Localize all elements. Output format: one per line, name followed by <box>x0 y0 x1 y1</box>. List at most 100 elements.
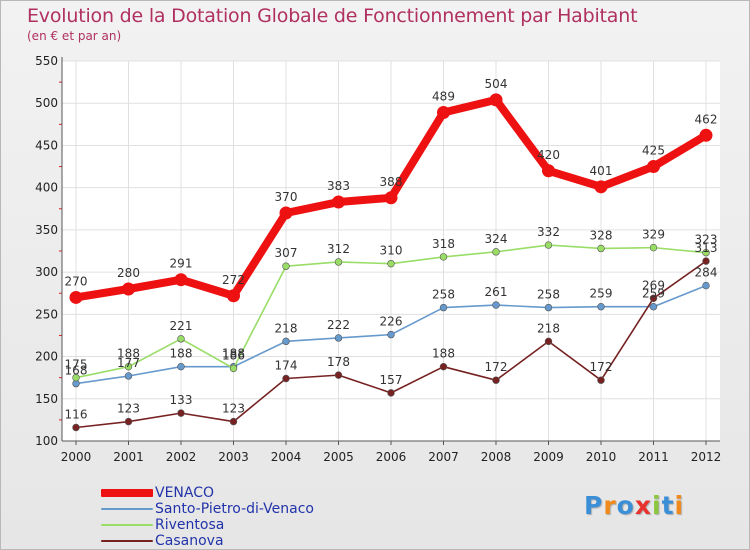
data-point-santo-pietro-di-venaco <box>334 334 343 342</box>
x-tick-label: 2011 <box>638 450 669 464</box>
data-point-venaco <box>174 273 188 287</box>
data-label-riventosa: 175 <box>65 358 88 372</box>
data-point-casanova <box>597 376 605 384</box>
data-point-venaco <box>279 206 293 220</box>
x-tick-label: 2002 <box>166 450 197 464</box>
data-label-casanova: 313 <box>695 241 718 255</box>
logo-letter: r <box>603 491 617 520</box>
axes: 100 150 200 250 300 350 400 450 500 550 2000 2001 20… <box>35 54 721 464</box>
y-tick-label: 300 <box>35 265 58 279</box>
data-point-casanova <box>334 371 343 379</box>
data-point-venaco <box>594 180 608 194</box>
data-point-santo-pietro-di-venaco <box>702 281 710 290</box>
data-label-venaco: 272 <box>222 273 245 287</box>
data-point-venaco <box>647 160 660 174</box>
legend-item-santo-pietro-di-venaco: Santo-Pietro-di-Venaco <box>101 501 314 517</box>
proxiti-logo: Proxiti <box>584 491 684 520</box>
data-label-riventosa: 307 <box>275 246 298 260</box>
data-label-venaco: 370 <box>275 190 298 204</box>
data-label-riventosa: 310 <box>380 244 403 258</box>
data-point-casanova <box>72 423 80 432</box>
data-point-venaco <box>489 93 503 107</box>
legend-item-casanova: Casanova <box>101 533 314 549</box>
x-tick-label: 2006 <box>376 450 407 464</box>
x-tick-label: 2001 <box>113 450 144 464</box>
x-tick-label: 2005 <box>323 450 354 464</box>
data-point-riventosa <box>492 248 500 256</box>
x-tick-label: 2009 <box>533 450 564 464</box>
data-point-riventosa <box>282 262 290 270</box>
data-point-riventosa <box>72 373 80 382</box>
data-label-santo-pietro-di-venaco: 188 <box>222 347 245 361</box>
data-point-riventosa <box>387 259 395 268</box>
legend-swatch <box>101 508 153 510</box>
x-tick-label: 2010 <box>586 450 617 464</box>
data-point-riventosa <box>597 244 605 253</box>
data-label-venaco: 291 <box>170 257 193 271</box>
data-label-casanova: 269 <box>642 278 665 292</box>
data-label-riventosa: 318 <box>432 237 455 251</box>
data-point-riventosa <box>649 243 658 252</box>
data-label-santo-pietro-di-venaco: 218 <box>275 321 298 335</box>
legend-item-riventosa: Riventosa <box>101 517 314 533</box>
data-point-venaco <box>384 191 398 205</box>
data-point-santo-pietro-di-venaco <box>387 330 395 339</box>
data-label-santo-pietro-di-venaco: 259 <box>590 287 613 301</box>
data-label-santo-pietro-di-venaco: 259 <box>642 287 665 301</box>
y-tick-label: 450 <box>35 138 58 152</box>
data-label-riventosa: 221 <box>170 319 193 333</box>
logo-letter: P <box>584 491 604 520</box>
data-label-venaco: 280 <box>117 266 140 280</box>
y-tick-label: 250 <box>35 307 58 321</box>
data-point-casanova <box>702 257 710 265</box>
logo-letter: i <box>652 491 662 520</box>
logo-letter: t <box>661 491 675 520</box>
legend-label: Riventosa <box>155 517 225 533</box>
y-tick-label: 550 <box>35 54 58 68</box>
grid <box>62 60 720 442</box>
data-label-casanova: 172 <box>590 360 613 374</box>
data-label-venaco: 489 <box>432 90 455 104</box>
data-label-casanova: 172 <box>485 360 508 374</box>
data-label-santo-pietro-di-venaco: 258 <box>432 288 455 302</box>
data-point-riventosa <box>439 253 448 261</box>
data-label-riventosa: 323 <box>695 233 718 247</box>
data-label-venaco: 270 <box>65 274 88 288</box>
x-tick-label: 2008 <box>481 450 512 464</box>
legend-swatch <box>101 489 153 497</box>
data-point-venaco <box>122 282 135 296</box>
data-point-venaco <box>69 290 83 304</box>
x-tick-label: 2003 <box>218 450 249 464</box>
data-point-casanova <box>544 337 553 346</box>
data-label-santo-pietro-di-venaco: 188 <box>170 347 193 361</box>
data-point-venaco <box>227 289 240 303</box>
data-label-venaco: 383 <box>327 179 350 193</box>
data-point-santo-pietro-di-venaco <box>124 372 133 380</box>
data-label-riventosa: 328 <box>590 228 613 242</box>
series-lines <box>69 93 713 432</box>
data-point-venaco <box>437 106 450 120</box>
x-tick-label: 2000 <box>61 450 92 464</box>
legend-label: Santo-Pietro-di-Venaco <box>155 501 314 517</box>
data-point-santo-pietro-di-venaco <box>282 337 290 346</box>
logo-letter: o <box>616 491 635 520</box>
legend-swatch <box>101 524 153 526</box>
data-point-santo-pietro-di-venaco <box>649 303 658 311</box>
data-label-casanova: 178 <box>327 355 350 369</box>
legend: VENACO Santo-Pietro-di-Venaco Riventosa Cas… <box>101 485 314 549</box>
data-label-casanova: 123 <box>117 402 140 416</box>
data-label-venaco: 504 <box>485 77 508 91</box>
data-point-casanova <box>439 362 448 371</box>
data-label-casanova: 116 <box>65 407 88 421</box>
data-label-santo-pietro-di-venaco: 261 <box>485 285 508 299</box>
chart-subtitle: (en € et par an) <box>27 29 122 43</box>
data-label-casanova: 123 <box>222 402 245 416</box>
chart-title: Evolution de la Dotation Globale de Fonc… <box>27 5 638 27</box>
data-point-riventosa <box>334 258 343 266</box>
data-label-venaco: 401 <box>590 164 613 178</box>
data-point-riventosa <box>124 362 133 371</box>
data-label-santo-pietro-di-venaco: 168 <box>65 364 88 378</box>
data-point-casanova <box>282 374 290 383</box>
legend-item-venaco: VENACO <box>101 485 314 501</box>
